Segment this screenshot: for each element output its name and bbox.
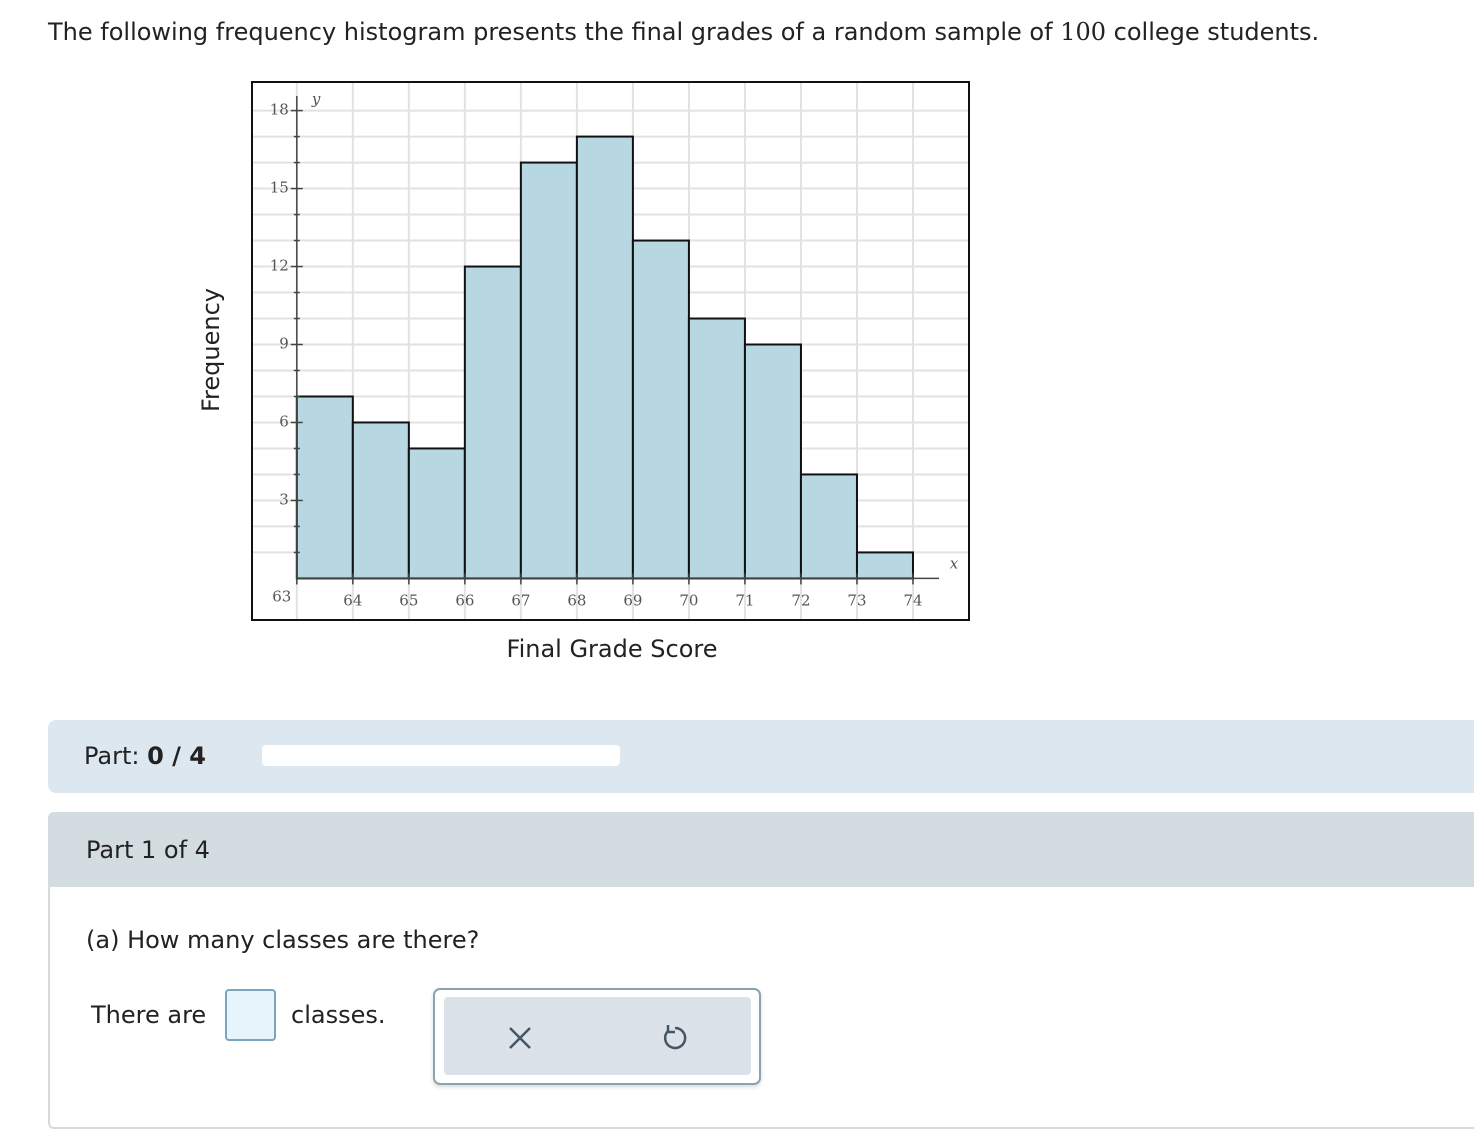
prompt-number: 100 xyxy=(1060,18,1107,46)
part-title: Part 1 of 4 xyxy=(86,836,210,864)
progress-score: 0 / 4 xyxy=(147,742,206,770)
y-tick-label: 12 xyxy=(270,257,289,275)
y-tick-label: 9 xyxy=(279,335,289,353)
prompt-text: college students. xyxy=(1113,18,1320,46)
x-tick-label: 73 xyxy=(847,591,866,609)
x-axis-symbol: x xyxy=(950,554,959,572)
bar xyxy=(295,395,354,580)
progress-label: Part: 0 / 4 xyxy=(84,742,206,770)
bar xyxy=(351,421,410,580)
bar xyxy=(519,161,578,580)
y-tick-label: 6 xyxy=(279,412,289,430)
y-axis-symbol: y xyxy=(311,90,321,108)
y-tick-label: 15 xyxy=(270,179,289,197)
clear-button[interactable] xyxy=(505,1023,535,1053)
part-header xyxy=(50,814,1474,887)
bar xyxy=(631,239,690,580)
x-tick-label: 70 xyxy=(679,591,698,609)
answer-suffix: classes. xyxy=(291,1001,386,1029)
button-tray xyxy=(444,997,751,1075)
progress-track xyxy=(262,745,620,766)
x-tick-label: 64 xyxy=(343,591,362,609)
x-tick-label: 72 xyxy=(791,591,810,609)
y-tick-label: 3 xyxy=(279,490,289,508)
y-axis-label: Frequency xyxy=(197,288,225,412)
question: (a) How many classes are there? xyxy=(86,926,480,954)
bar xyxy=(855,551,914,580)
bar xyxy=(407,447,466,580)
x-tick-label: 71 xyxy=(735,591,754,609)
undo-button[interactable] xyxy=(659,1022,691,1054)
bar xyxy=(743,343,802,580)
answer-prefix: There are xyxy=(91,1001,207,1029)
x-tick-label: 69 xyxy=(623,591,642,609)
x-tick-label: 68 xyxy=(567,591,586,609)
x-tick-label: 74 xyxy=(903,591,922,609)
bar xyxy=(687,317,746,580)
x-tick-label: 63 xyxy=(272,587,291,605)
bar xyxy=(575,135,634,580)
bar xyxy=(463,265,522,580)
progress-text: Part: xyxy=(84,742,140,770)
x-axis-label: Final Grade Score xyxy=(507,635,718,663)
x-tick-label: 66 xyxy=(455,591,474,609)
prompt: The following frequency histogram presen… xyxy=(48,18,1319,46)
prompt-text: The following frequency histogram presen… xyxy=(48,18,1053,46)
y-tick-label: 18 xyxy=(270,101,289,119)
button-group xyxy=(433,988,761,1085)
bar xyxy=(799,473,858,580)
part-panel xyxy=(48,812,1474,1129)
plot-frame xyxy=(251,81,970,621)
x-tick-label: 65 xyxy=(399,591,418,609)
answer-input[interactable] xyxy=(225,989,276,1041)
x-tick-label: 67 xyxy=(511,591,530,609)
